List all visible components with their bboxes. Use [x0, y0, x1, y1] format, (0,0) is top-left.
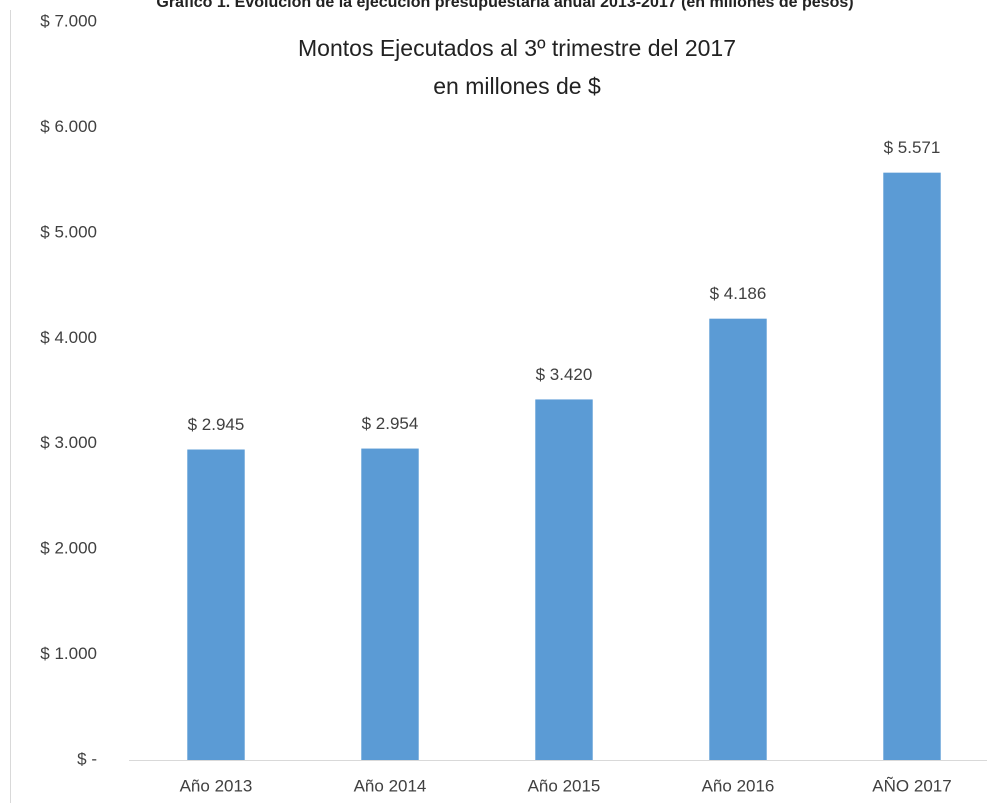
data-label: $ 3.420 — [536, 365, 593, 384]
x-tick-label: Año 2016 — [702, 776, 775, 795]
y-tick-label: $ 7.000 — [40, 11, 97, 30]
data-label: $ 5.571 — [884, 138, 941, 157]
bar — [535, 399, 593, 760]
chart-title: Montos Ejecutados al 3º trimestre del 20… — [298, 35, 736, 61]
bar — [187, 449, 245, 760]
x-tick-label: Año 2013 — [180, 776, 253, 795]
y-tick-label: $ 6.000 — [40, 117, 97, 136]
data-label: $ 2.954 — [362, 414, 419, 433]
bar — [709, 318, 767, 760]
data-label: $ 2.945 — [188, 415, 245, 434]
y-tick-label: $ 4.000 — [40, 328, 97, 347]
x-tick-label: AÑO 2017 — [872, 776, 951, 795]
chart-subtitle: en millones de $ — [433, 73, 601, 99]
bar — [883, 172, 941, 761]
y-tick-label: $ 1.000 — [40, 644, 97, 663]
y-tick-label: $ 3.000 — [40, 433, 97, 452]
x-tick-label: Año 2014 — [354, 776, 427, 795]
y-tick-label: $ - — [77, 749, 97, 768]
data-label: $ 4.186 — [710, 284, 767, 303]
x-tick-label: Año 2015 — [528, 776, 601, 795]
chart-heading: Gráfico 1. Evolución de la ejecución pre… — [156, 0, 853, 11]
bar — [361, 448, 419, 760]
y-tick-label: $ 2.000 — [40, 539, 97, 558]
y-tick-label: $ 5.000 — [40, 222, 97, 241]
